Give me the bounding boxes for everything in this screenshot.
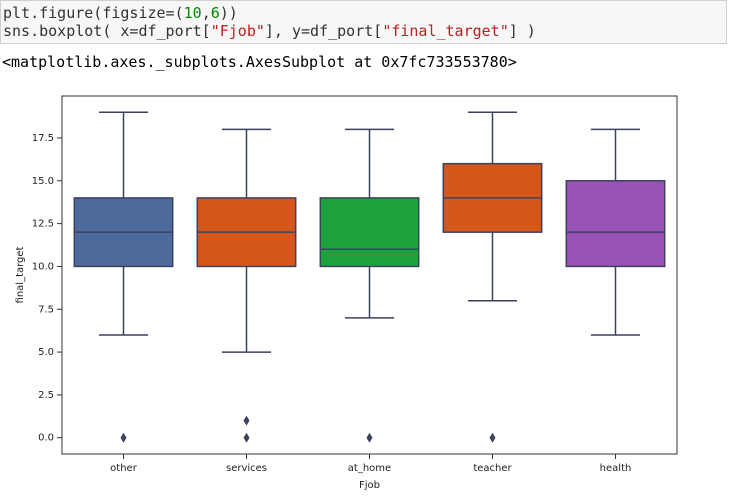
y-axis-label: final_target — [15, 246, 26, 303]
outlier — [243, 415, 250, 426]
outlier — [489, 432, 496, 443]
x-tick-label: at_home — [348, 463, 391, 474]
y-tick-label: 15.0 — [32, 176, 54, 187]
chart: 0.0 2.5 5.0 7.5 10.0 12.5 15.0 17.5 Fjob final_ta… — [15, 95, 678, 491]
y-tick-label: 7.5 — [38, 304, 54, 315]
code-token: "Fjob" — [210, 22, 265, 40]
outlier — [243, 432, 250, 443]
y-tick-label: 10.0 — [32, 261, 54, 272]
outlier — [366, 432, 373, 443]
box — [319, 197, 420, 268]
code-token: 6 — [210, 4, 220, 22]
code-token: plt.figure(figsize=( — [3, 4, 184, 22]
code-token: , — [201, 4, 211, 22]
code-token: 10 — [183, 4, 202, 22]
y-tick-label: 17.5 — [32, 133, 54, 144]
x-axis-label: Fjob — [359, 480, 380, 491]
code-line: sns.boxplot( x=df_port["Fjob"], y=df_por… — [3, 22, 726, 40]
y-tick-label: 5.0 — [38, 347, 54, 358]
code-token: )) — [219, 4, 238, 22]
code-token: sns.boxplot( x=df_port[ — [3, 22, 211, 40]
x-tick-label: other — [110, 463, 138, 474]
y-tick-label: 12.5 — [32, 219, 54, 230]
code-cell: plt.figure(figsize=(10,6)) sns.boxplot( x… — [0, 0, 727, 44]
y-tick-label: 2.5 — [38, 390, 54, 401]
code-token: ], y=df_port[ — [264, 22, 383, 40]
y-tick-label: 0.0 — [38, 433, 54, 444]
code-line: plt.figure(figsize=(10,6)) — [3, 4, 726, 22]
x-tick-label: health — [600, 463, 632, 474]
cell-output: <matplotlib.axes._subplots.AxesSubplot a… — [2, 53, 517, 71]
code-token: "final_target" — [382, 22, 509, 40]
x-tick-label: services — [226, 463, 267, 474]
code-token: ] ) — [508, 22, 536, 40]
outlier — [120, 432, 127, 443]
box — [565, 180, 666, 268]
x-tick-label: teacher — [473, 463, 512, 474]
